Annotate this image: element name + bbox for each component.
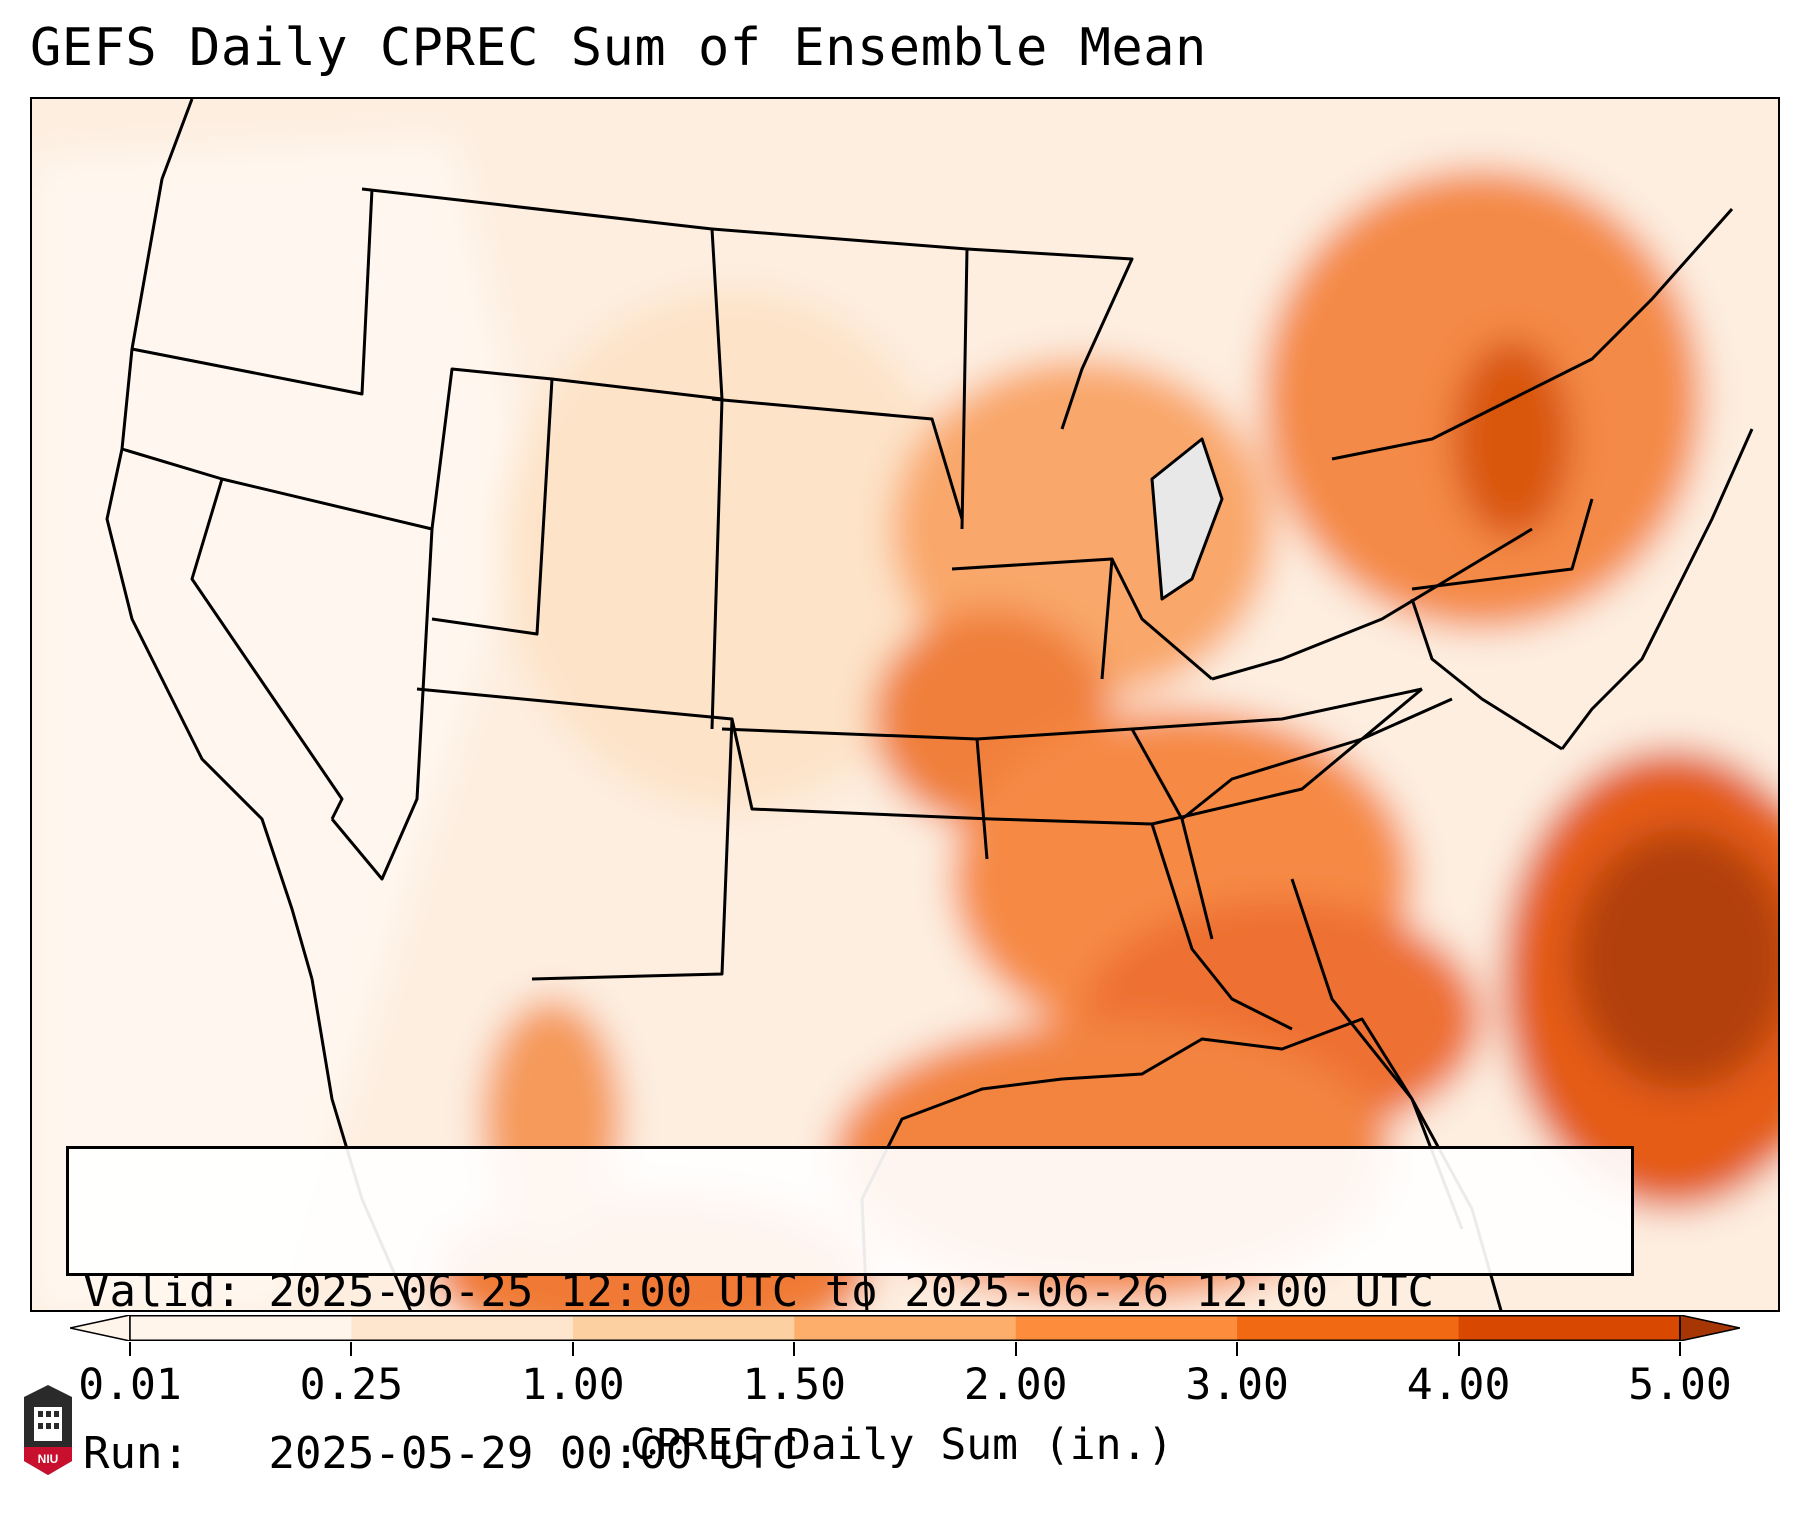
colorbar-segment xyxy=(1458,1315,1681,1341)
precip-field xyxy=(32,99,1778,1310)
run-label: Run: xyxy=(83,1428,189,1479)
coastlines xyxy=(310,428,1754,1310)
colorbar-tick-label: 3.00 xyxy=(1185,1360,1289,1410)
colorbar-segment xyxy=(572,1315,795,1341)
colorbar-tick-label: 0.01 xyxy=(78,1360,182,1410)
colorbar xyxy=(70,1315,1740,1341)
valid-row: Valid: 2025-06-25 12:00 UTC to 2025-06-2… xyxy=(83,1265,1631,1319)
niu-logo-icon: NIU xyxy=(24,1385,72,1475)
colorbar-segment xyxy=(351,1315,574,1341)
precip-map[interactable] xyxy=(30,97,1780,1312)
valid-label: Valid: xyxy=(83,1266,242,1317)
colorbar-segment xyxy=(130,1315,352,1341)
colorbar-tick-label: 1.00 xyxy=(521,1360,625,1410)
valid-value: 2025-06-25 12:00 UTC to 2025-06-26 12:00… xyxy=(268,1266,1435,1317)
colorbar-tick-label: 0.25 xyxy=(299,1360,404,1410)
colorbar-tick-label: 2.00 xyxy=(963,1360,1068,1410)
colorbar-label: CPREC Daily Sum (in.) xyxy=(629,1420,1174,1470)
colorbar-extend-max xyxy=(1679,1315,1740,1341)
colorbar-tick-mark xyxy=(1679,1342,1681,1356)
run-value: 2025-05-29 00:00 UTC xyxy=(268,1428,799,1479)
colorbar-tick-mark xyxy=(1014,1342,1017,1356)
colorbar-tick-mark xyxy=(571,1342,574,1356)
colorbar-tick-label: 1.50 xyxy=(742,1360,847,1410)
colorbar-extend-min xyxy=(70,1315,131,1341)
map-canvas xyxy=(32,99,1778,1310)
colorbar-segment xyxy=(1237,1315,1460,1341)
map-title: GEFS Daily CPREC Sum of Ensemble Mean xyxy=(30,18,1207,78)
run-info-box: Valid: 2025-06-25 12:00 UTC to 2025-06-2… xyxy=(66,1146,1634,1479)
colorbar-tick-label: 4.00 xyxy=(1406,1360,1511,1410)
run-row: Run: 2025-05-29 00:00 UTC xyxy=(83,1427,1631,1481)
colorbar-border xyxy=(129,1315,1681,1341)
colorbar-tick-mark xyxy=(1236,1342,1239,1356)
logo-text: NIU xyxy=(38,1452,59,1466)
state-borders xyxy=(105,99,1734,1230)
colorbar-tick-mark xyxy=(129,1342,131,1356)
colorbar-tick-mark xyxy=(350,1342,353,1356)
colorbar-segment xyxy=(794,1315,1017,1341)
colorbar-tick-mark xyxy=(793,1342,796,1356)
colorbar-tick-mark xyxy=(1457,1342,1460,1356)
colorbar-segment xyxy=(1015,1315,1238,1341)
colorbar-tick-label: 5.00 xyxy=(1628,1360,1732,1410)
